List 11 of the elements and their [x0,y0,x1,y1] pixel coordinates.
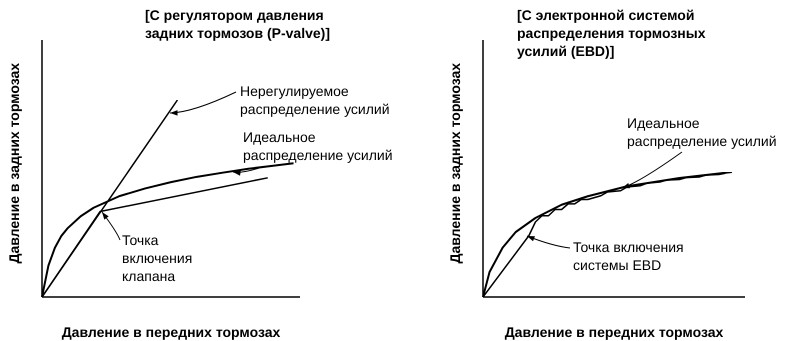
y-axis-title: Давление в задних тормозах [6,62,22,264]
annotation: Точка включения клапана [122,232,192,284]
x-axis-title: Давление в передних тормозах [504,324,724,340]
x-axis-title: Давление в передних тормозах [62,324,281,340]
annotation: Идеальное распределение усилий [243,129,393,163]
annotation: Точка включения системы EBD [573,239,684,273]
chart-title: [С электронной системой распределения тормозных усилий (EBD)] [517,6,706,60]
chart-title: [С регулятором давления задних тормозов (P-valve)] [145,6,330,42]
y-axis-title: Давление в задних тормозах [446,62,463,264]
annotation: Нерегулируемое распределение усилий [240,83,390,117]
text: Идеальное распределение усилий [627,115,777,149]
